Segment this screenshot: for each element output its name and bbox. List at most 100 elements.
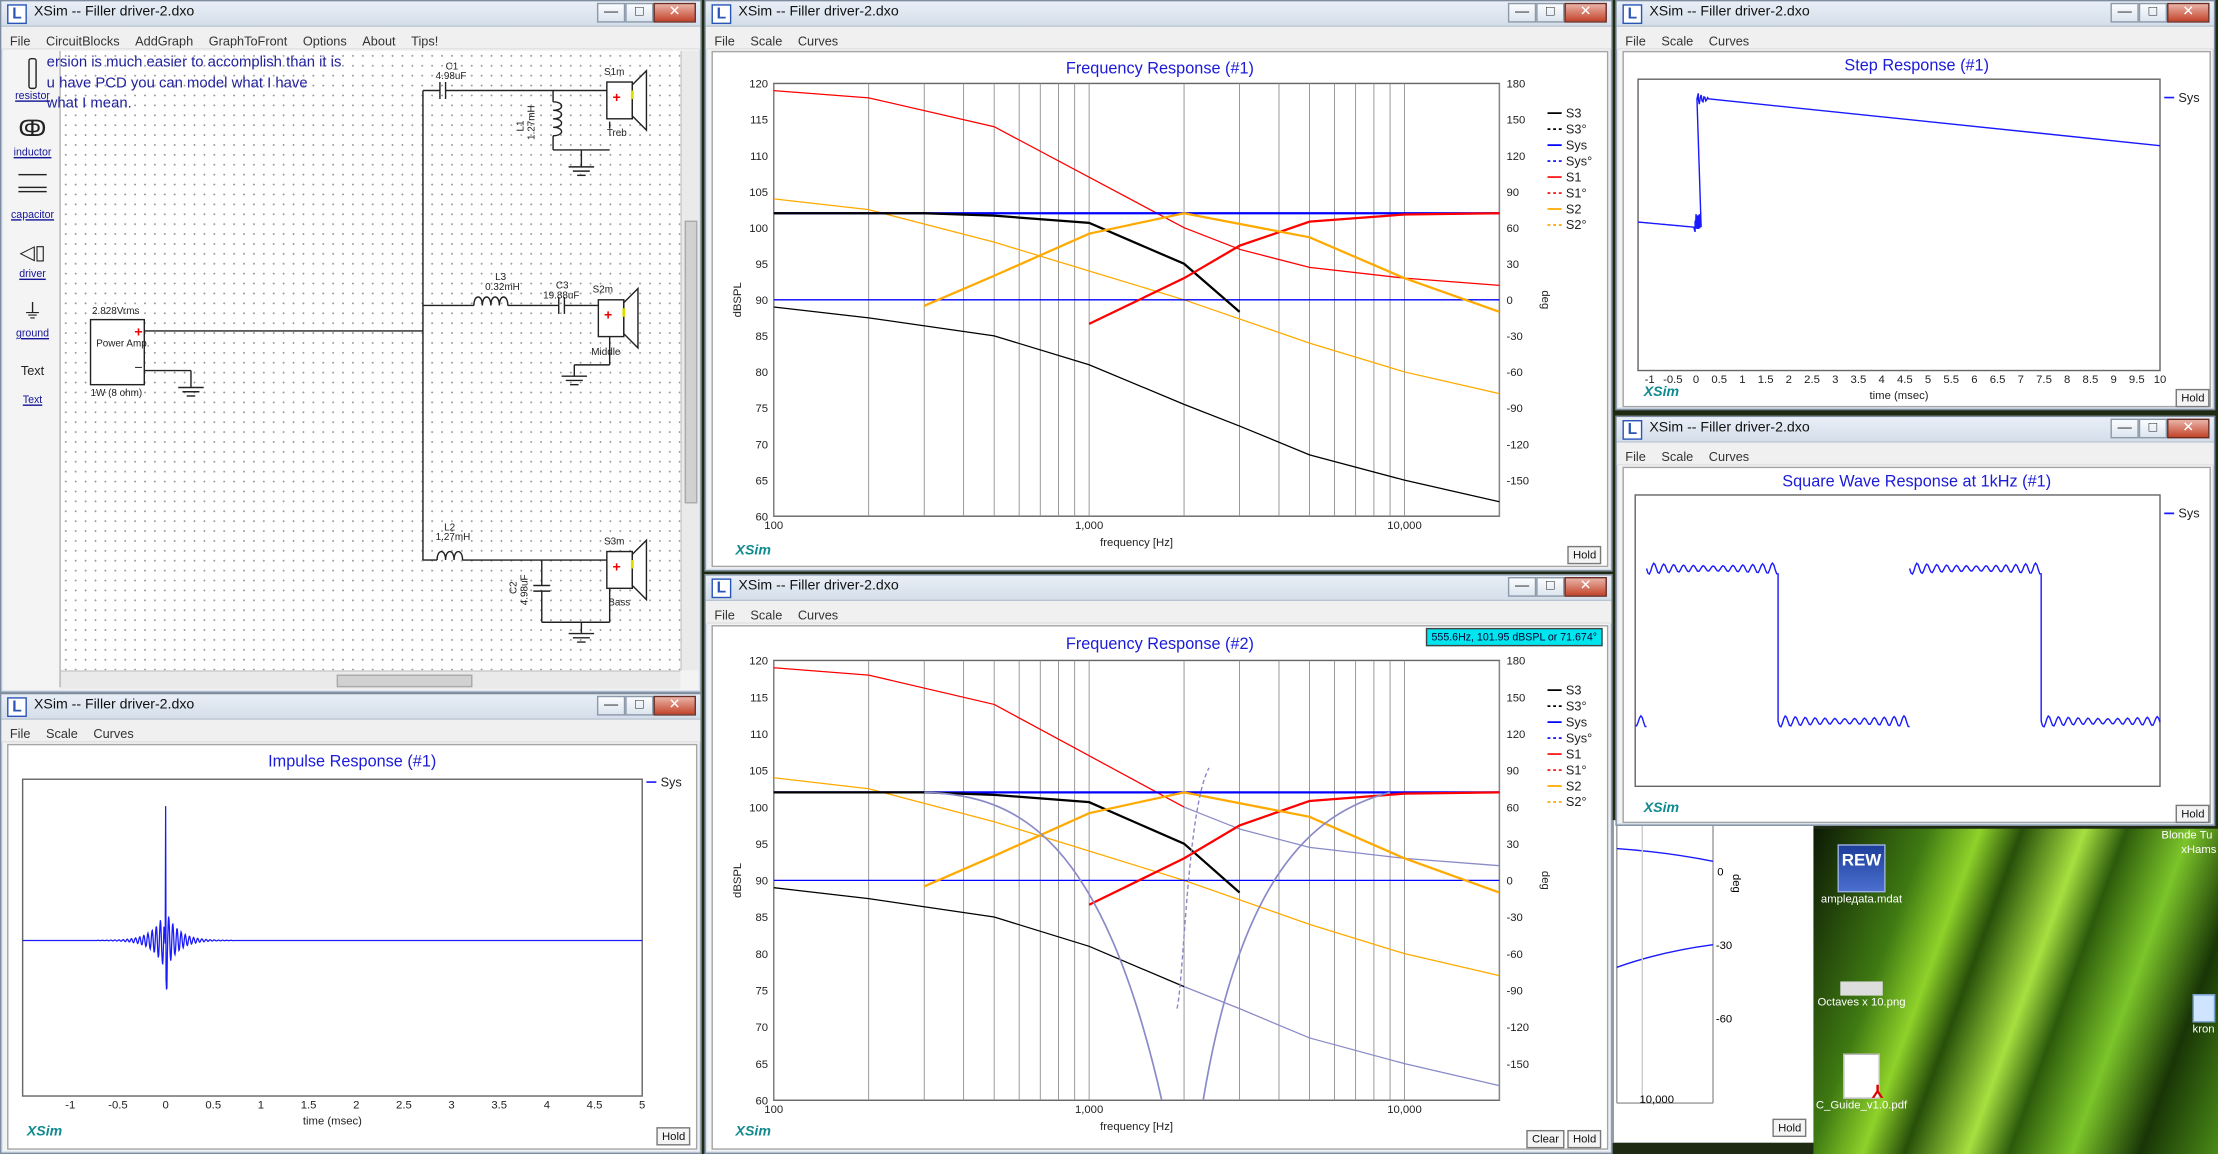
tool-resistor[interactable]: resistor	[7, 57, 58, 102]
menu-about[interactable]: About	[362, 33, 396, 49]
graph-title: Frequency Response (#2)	[1065, 636, 1254, 654]
menu-scale[interactable]: Scale	[1661, 449, 1694, 464]
maximize-button[interactable]: □	[1536, 577, 1565, 597]
clear-button[interactable]: Clear	[1526, 1129, 1565, 1149]
hold-button[interactable]: Hold	[2175, 804, 2211, 824]
tool-capacitor[interactable]: capacitor	[7, 173, 58, 221]
impulse-graph-pane[interactable]: Impulse Response (#1) -1 -0.5 0 0.5 1 1.5 2 2.5…	[7, 743, 698, 1150]
minimize-button[interactable]: —	[2110, 418, 2139, 439]
s3m-label: S3m	[604, 536, 624, 547]
graph-title: Frequency Response (#1)	[1065, 60, 1254, 78]
tool-ground[interactable]: ⏚ ground	[7, 296, 58, 340]
series-s2-phase-line	[923, 791, 1500, 894]
desktop-icon-rew[interactable]: REW amplедata.mdat	[1811, 844, 1913, 905]
hold-button[interactable]: Hold	[2175, 388, 2211, 408]
menu-file[interactable]: File	[1625, 449, 1646, 464]
square-graph-pane[interactable]: Square Wave Response at 1kHz (#1) Sys XS…	[1622, 466, 2211, 824]
scrollbar-thumb[interactable]	[336, 674, 473, 688]
minimize-button[interactable]: —	[2110, 2, 2139, 23]
y-axis-label: dBSPL	[732, 282, 744, 317]
y2-axis-label: deg	[1539, 871, 1551, 890]
maximize-button[interactable]: □	[1536, 2, 1565, 23]
scrollbar-thumb[interactable]	[684, 220, 698, 504]
title-bar[interactable]: L XSim -- Filler driver-2.dxo — □ ✕	[1, 694, 701, 720]
title-bar[interactable]: L XSim -- Filler driver-2.dxo — □ ✕	[1616, 417, 2214, 443]
menu-tips[interactable]: Tips!	[411, 33, 439, 49]
horizontal-scrollbar[interactable]	[60, 670, 681, 689]
tool-text-plain[interactable]: Text	[20, 363, 45, 378]
desktop-icon-kron[interactable]: kron	[2192, 994, 2218, 1045]
close-button[interactable]: ✕	[653, 2, 696, 23]
menu-curves[interactable]: Curves	[93, 726, 134, 742]
title-bar[interactable]: L XSim -- Filler driver-2.dxo — □ ✕	[705, 1, 1612, 27]
menu-file[interactable]: File	[714, 33, 735, 49]
svg-text:+: +	[612, 89, 620, 105]
desktop-icon-right-label[interactable]: Blonde Tu xHams	[2161, 829, 2216, 857]
maximize-button[interactable]: □	[2138, 2, 2168, 23]
hold-button[interactable]: Hold	[1567, 1129, 1602, 1149]
legend-label-sys: Sys	[1566, 714, 1587, 729]
freq-response-1-window[interactable]: L XSim -- Filler driver-2.dxo — □ ✕ File…	[704, 0, 1613, 572]
impulse-window[interactable]: L XSim -- Filler driver-2.dxo — □ ✕ File…	[0, 692, 702, 1154]
close-button[interactable]: ✕	[1564, 2, 1607, 23]
title-bar[interactable]: L XSim -- Filler driver-2.dxo — □ ✕	[1616, 1, 2214, 27]
legend-label-s1-phase: S1°	[1566, 185, 1587, 200]
menu-curves[interactable]: Curves	[797, 33, 839, 49]
title-bar[interactable]: L XSim -- Filler driver-2.dxo — □ ✕	[705, 575, 1612, 602]
freq1-graph-pane[interactable]: Frequency Response (#1) 60 65 70 75 80 85 90 95…	[711, 50, 1609, 568]
speaker-icon: ◁▯	[19, 240, 46, 264]
close-button[interactable]: ✕	[2167, 2, 2210, 23]
close-button[interactable]: ✕	[1564, 577, 1607, 597]
minimize-button[interactable]: —	[1507, 2, 1537, 23]
hold-button[interactable]: Hold	[656, 1127, 691, 1146]
menu-file[interactable]: File	[9, 726, 31, 742]
menu-scale[interactable]: Scale	[1661, 33, 1694, 49]
minimize-button[interactable]: —	[596, 2, 626, 23]
window-title: XSim -- Filler driver-2.dxo	[738, 578, 899, 594]
title-bar[interactable]: L XSim -- Filler driver-2.dxo — □ ✕	[1, 1, 701, 27]
tool-driver[interactable]: ◁▯ driver	[7, 236, 58, 280]
menu-scale[interactable]: Scale	[750, 33, 783, 49]
close-button[interactable]: ✕	[653, 695, 696, 716]
x-tick-label: 6	[1971, 374, 1977, 386]
x-tick-label: 10,000	[1387, 520, 1422, 532]
freq-response-2-window[interactable]: L XSim -- Filler driver-2.dxo — □ ✕ File…	[704, 574, 1613, 1154]
schematic-canvas[interactable]: ersion is much easier to accomplish than…	[47, 50, 681, 671]
maximize-button[interactable]: □	[2138, 418, 2168, 439]
menu-curves[interactable]: Curves	[1708, 33, 1750, 49]
note-text[interactable]: ersion is much easier to accomplish than…	[47, 52, 342, 114]
menu-scale[interactable]: Scale	[45, 726, 78, 742]
step-response-window[interactable]: L XSim -- Filler driver-2.dxo — □ ✕ File…	[1615, 0, 2216, 411]
freq2-graph-pane[interactable]: Frequency Response (#2) 555.6Hz, 101.95 …	[711, 625, 1609, 1150]
background-window[interactable]: 10,000 0 -30 -60 deg Hold	[1612, 820, 1814, 1143]
maximize-button[interactable]: □	[625, 2, 654, 23]
menu-curves[interactable]: Curves	[1708, 449, 1750, 464]
svg-text:+: +	[612, 558, 620, 574]
desktop-icon-pdf[interactable]: ⅄ C_Guide_v1.0.pdf	[1811, 1053, 1913, 1112]
vertical-scrollbar[interactable]	[680, 50, 699, 671]
series-s2-phase-line	[923, 212, 1500, 313]
maximize-button[interactable]: □	[625, 695, 654, 716]
menu-curves[interactable]: Curves	[797, 608, 839, 623]
hold-button[interactable]: Hold	[1772, 1118, 1808, 1138]
menu-scale[interactable]: Scale	[750, 608, 783, 623]
menu-options[interactable]: Options	[302, 33, 347, 49]
tool-inductor[interactable]: ↂ inductor	[7, 115, 58, 158]
minimize-button[interactable]: —	[1507, 577, 1537, 597]
hold-button[interactable]: Hold	[1567, 545, 1602, 565]
menu-graphtofront[interactable]: GraphToFront	[208, 33, 288, 49]
close-button[interactable]: ✕	[2167, 418, 2210, 439]
menu-addgraph[interactable]: AddGraph	[135, 33, 194, 49]
desktop-icon-png[interactable]: Octaves x 10.png	[1811, 981, 1913, 1008]
x-tick-label: 4.5	[1897, 374, 1913, 386]
menu-circuitblocks[interactable]: CircuitBlocks	[45, 33, 120, 49]
schematic-window[interactable]: L XSim -- Filler driver-2.dxo — □ ✕ File…	[0, 0, 702, 693]
square-wave-window[interactable]: L XSim -- Filler driver-2.dxo — □ ✕ File…	[1615, 415, 2216, 826]
menu-file[interactable]: File	[714, 608, 735, 623]
amp-voltage-label: 2.828Vrms	[92, 306, 140, 317]
tool-text[interactable]: Text	[7, 393, 58, 406]
menu-file[interactable]: File	[1625, 33, 1646, 49]
step-graph-pane[interactable]: Step Response (#1) -1 -0.5 0 0.5 1 1.5 2 2.5 3 3.…	[1622, 50, 2211, 408]
menu-file[interactable]: File	[9, 33, 31, 49]
minimize-button[interactable]: —	[596, 695, 626, 716]
